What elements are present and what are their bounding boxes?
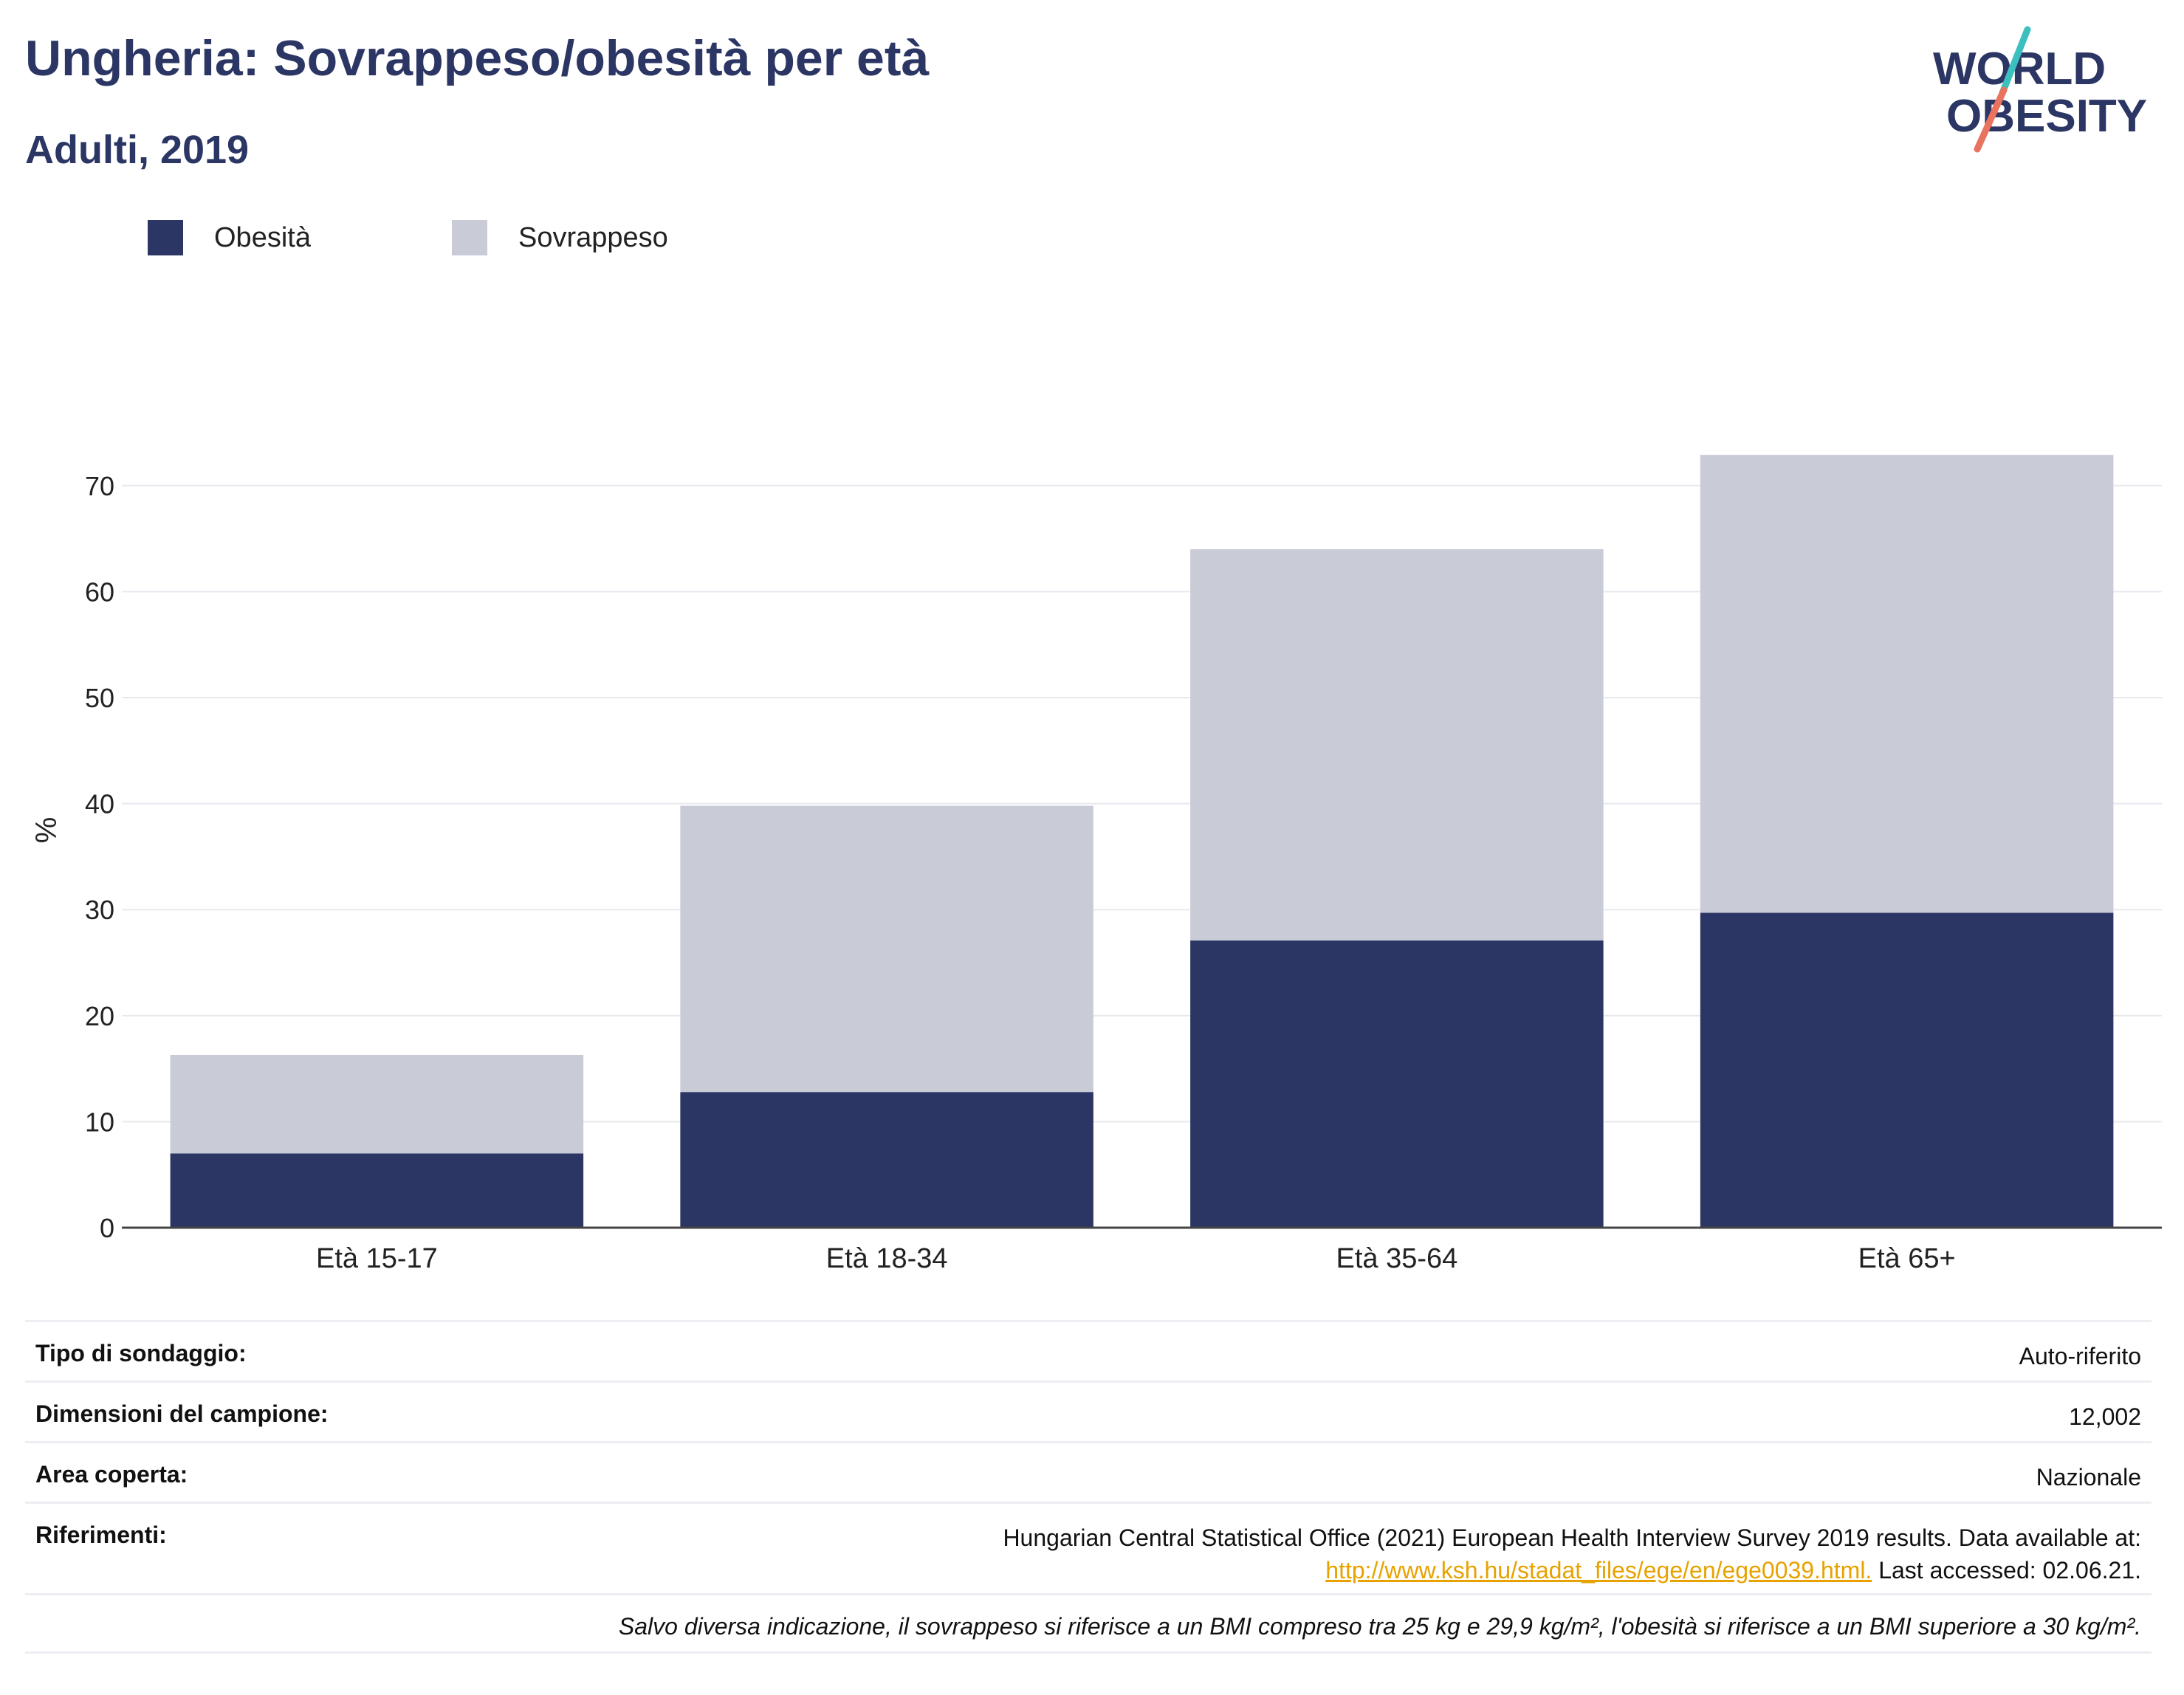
logo-text-obesity: OBESITY: [1946, 91, 2147, 142]
legend-swatch-obesity: [148, 220, 183, 255]
info-key-area: Area coperta:: [35, 1461, 188, 1488]
y-tick-label: 60: [85, 577, 114, 607]
bar-sovrappeso: [1700, 455, 2114, 913]
y-tick-label: 20: [85, 1001, 114, 1031]
info-key-references: Riferimenti:: [35, 1522, 167, 1548]
x-tick-label: Età 65+: [1858, 1243, 1956, 1274]
info-row-area: Area coperta: Nazionale: [25, 1441, 2152, 1502]
y-tick-label: 30: [85, 895, 114, 925]
y-tick-label: 50: [85, 683, 114, 713]
info-value-sample-size: 12,002: [2069, 1403, 2141, 1430]
reference-text: Hungarian Central Statistical Office (20…: [1003, 1524, 2141, 1551]
bar-sovrappeso: [1190, 549, 1604, 941]
reference-link[interactable]: http://www.ksh.hu/stadat_files/ege/en/eg…: [1325, 1557, 1872, 1584]
info-row-survey-type: Tipo di sondaggio: Auto-riferito: [25, 1320, 2152, 1381]
bar-obesità: [680, 1092, 1093, 1228]
world-obesity-logo[interactable]: WORLD OBESITY: [1920, 22, 2163, 155]
x-tick-label: Età 35-64: [1336, 1243, 1457, 1274]
bar-obesità: [1190, 940, 1604, 1228]
info-key-survey-type: Tipo di sondaggio:: [35, 1340, 247, 1366]
legend-label-overweight: Sovrappeso: [518, 221, 668, 253]
bmi-definition-note: Salvo diversa indicazione, il sovrappeso…: [25, 1593, 2152, 1654]
info-value-references: Hungarian Central Statistical Office (20…: [1003, 1522, 2141, 1586]
page-subtitle: Adulti, 2019: [25, 128, 250, 172]
x-tick-label: Età 15-17: [316, 1243, 438, 1274]
bar-sovrappeso: [680, 805, 1093, 1093]
bar-obesità: [170, 1153, 584, 1228]
reference-accessed: Last accessed: 02.06.21.: [1878, 1557, 2141, 1584]
stacked-bar-chart: 0 10 20 30 40 50 60 70% Età 15-17 Età 18-34 Età 35…: [30, 455, 2162, 1274]
page-title: Ungheria: Sovrappeso/obesità per età: [25, 30, 930, 86]
y-axis-label: %: [30, 817, 63, 844]
legend-swatch-overweight: [452, 220, 487, 255]
y-tick-label: 10: [85, 1107, 114, 1137]
legend-item-obesity[interactable]: Obesità: [148, 219, 311, 257]
legend-item-overweight[interactable]: Sovrappeso: [452, 219, 668, 257]
bar-obesità: [1700, 912, 2114, 1228]
info-key-sample-size: Dimensioni del campione:: [35, 1400, 329, 1427]
info-row-references: Riferimenti: Hungarian Central Statistic…: [25, 1502, 2152, 1593]
survey-info-table: Tipo di sondaggio: Auto-riferito Dimensi…: [25, 1320, 2152, 1654]
info-value-area: Nazionale: [2036, 1464, 2141, 1491]
logo-slash-bottom: [1974, 86, 2008, 153]
logo-slash-top: [1999, 26, 2031, 97]
legend-label-obesity: Obesità: [214, 221, 311, 253]
info-value-survey-type: Auto-riferito: [2019, 1343, 2141, 1369]
y-tick-label: 40: [85, 789, 114, 819]
y-tick-label: 70: [85, 471, 114, 501]
y-tick-label: 0: [100, 1213, 114, 1243]
info-row-sample-size: Dimensioni del campione: 12,002: [25, 1381, 2152, 1441]
logo-graphic: WORLD OBESITY: [1933, 26, 2147, 153]
bar-sovrappeso: [170, 1054, 584, 1154]
x-tick-label: Età 18-34: [826, 1243, 948, 1274]
